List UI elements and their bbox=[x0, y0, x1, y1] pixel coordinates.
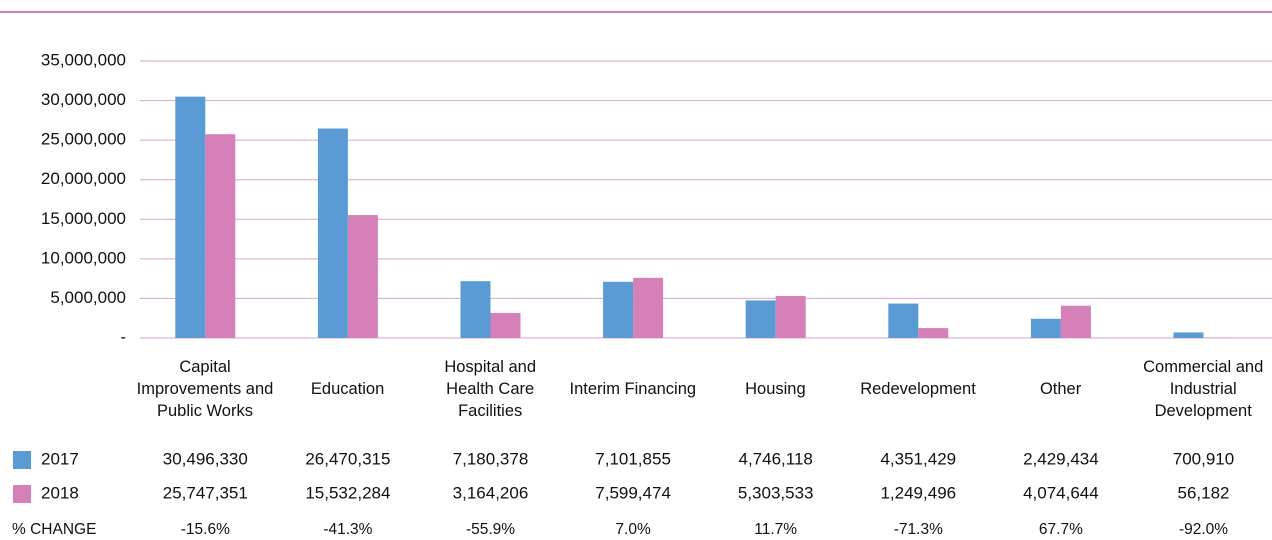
legend-swatch bbox=[13, 485, 31, 503]
y-tick-label: 30,000,000 bbox=[41, 90, 126, 109]
table-value: 4,074,644 bbox=[1023, 483, 1099, 502]
table-value: 7,599,474 bbox=[595, 483, 671, 502]
y-tick-label: 25,000,000 bbox=[41, 130, 126, 149]
change-value: 11.7% bbox=[754, 521, 797, 538]
legend-label: 2018 bbox=[41, 483, 79, 502]
x-tick-label: Interim Financing bbox=[569, 380, 697, 398]
table-value: 700,910 bbox=[1173, 449, 1234, 468]
bar bbox=[460, 281, 491, 338]
legend-swatch bbox=[13, 451, 31, 469]
bar bbox=[175, 96, 206, 338]
x-tick-label: Capital Improvements and Public Works bbox=[136, 358, 274, 420]
bar bbox=[918, 328, 949, 338]
y-tick-label: 15,000,000 bbox=[41, 209, 126, 228]
x-tick-label: Education bbox=[310, 380, 385, 398]
bar bbox=[317, 128, 348, 338]
change-value: -92.0% bbox=[1179, 521, 1228, 538]
change-value: 7.0% bbox=[615, 521, 651, 538]
table-value: 30,496,330 bbox=[163, 449, 248, 468]
change-value: -15.6% bbox=[181, 521, 230, 538]
x-tick-label: Commercial and Industrial Development bbox=[1143, 358, 1264, 420]
legend-label: 2017 bbox=[41, 449, 79, 468]
table-value: 1,249,496 bbox=[880, 483, 956, 502]
y-tick-label: 10,000,000 bbox=[41, 248, 126, 267]
bar bbox=[347, 215, 378, 338]
bar bbox=[775, 296, 806, 338]
bar bbox=[888, 303, 919, 338]
bar bbox=[1030, 318, 1061, 338]
table-value: 7,180,378 bbox=[453, 449, 529, 468]
table-value: 15,532,284 bbox=[305, 483, 390, 502]
bar bbox=[1173, 332, 1204, 338]
y-tick-label: 20,000,000 bbox=[41, 169, 126, 188]
bar bbox=[1060, 305, 1091, 338]
table-value: 5,303,533 bbox=[738, 483, 814, 502]
bar bbox=[745, 300, 776, 338]
y-tick-label: 5,000,000 bbox=[50, 288, 126, 307]
x-tick-label: Housing bbox=[745, 380, 806, 398]
table-value: 3,164,206 bbox=[453, 483, 529, 502]
table-value: 2,429,434 bbox=[1023, 449, 1099, 468]
y-tick-label: 35,000,000 bbox=[41, 50, 126, 69]
change-value: -71.3% bbox=[894, 521, 943, 538]
table-value: 4,746,118 bbox=[739, 449, 813, 468]
table-value: 56,182 bbox=[1178, 483, 1230, 502]
change-value: -41.3% bbox=[323, 521, 372, 538]
x-tick-label: Hospital and Health Care Facilities bbox=[444, 358, 537, 420]
x-tick-label: Other bbox=[1039, 380, 1082, 398]
bar bbox=[633, 277, 664, 338]
bar bbox=[490, 312, 521, 338]
table-value: 26,470,315 bbox=[305, 449, 390, 468]
bar bbox=[603, 281, 634, 338]
change-value: 67.7% bbox=[1039, 521, 1083, 538]
y-tick-label: - bbox=[120, 327, 126, 346]
change-label: % CHANGE bbox=[12, 521, 96, 538]
table-value: 4,351,429 bbox=[880, 449, 956, 468]
x-tick-label: Redevelopment bbox=[860, 380, 976, 398]
change-value: -55.9% bbox=[466, 521, 515, 538]
bar bbox=[205, 134, 236, 338]
table-value: 25,747,351 bbox=[163, 483, 248, 502]
table-value: 7,101,855 bbox=[595, 449, 671, 468]
